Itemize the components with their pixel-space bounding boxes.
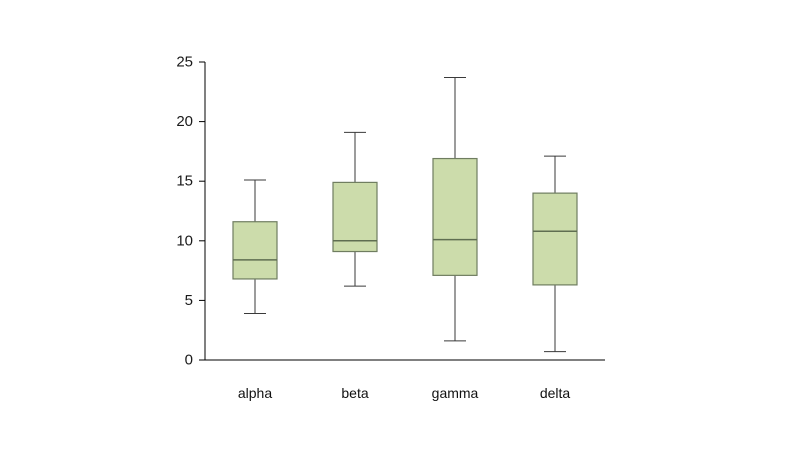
y-tick-label: 20 [176,113,193,130]
y-tick-label: 15 [176,173,193,190]
category-label-beta: beta [341,385,368,401]
box-gamma [432,157,478,276]
box-beta [332,181,378,253]
y-tick-label: 5 [185,292,193,309]
box-delta [532,192,578,286]
y-tick-label: 10 [176,232,193,249]
category-label-alpha: alpha [238,385,272,401]
y-tick-label: 0 [185,352,193,369]
category-label-gamma: gamma [432,385,479,401]
y-tick-label: 25 [176,54,193,71]
box-alpha [232,221,278,280]
category-label-delta: delta [540,385,571,401]
